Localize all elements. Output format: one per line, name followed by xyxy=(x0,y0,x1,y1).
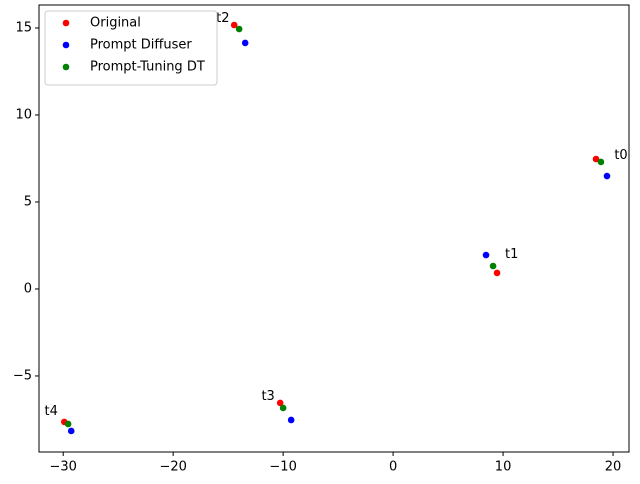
x-tick-label: −20 xyxy=(159,460,186,475)
x-tick-label: 0 xyxy=(389,460,397,475)
legend-marker xyxy=(62,41,70,49)
point xyxy=(489,262,497,270)
legend-label: Original xyxy=(90,16,141,31)
point xyxy=(241,39,249,47)
point xyxy=(276,399,284,407)
legend-marker xyxy=(62,19,70,27)
y-tick-label: 15 xyxy=(15,20,32,35)
point xyxy=(67,427,75,435)
point xyxy=(64,420,72,428)
point xyxy=(482,251,490,259)
y-tick-label: 10 xyxy=(15,107,32,122)
y-tick-label: −5 xyxy=(13,368,32,383)
x-tick-label: 10 xyxy=(495,460,512,475)
point xyxy=(279,404,287,412)
point xyxy=(287,416,295,424)
x-tick-label: 20 xyxy=(605,460,622,475)
point-label: t0 xyxy=(614,148,627,163)
legend-label: Prompt Diffuser xyxy=(90,38,192,53)
point xyxy=(592,155,600,163)
point-label: t3 xyxy=(261,389,274,404)
point xyxy=(493,269,501,277)
x-tick-label: −10 xyxy=(269,460,296,475)
x-tick-label: −30 xyxy=(49,460,76,475)
point xyxy=(230,21,238,29)
legend-marker xyxy=(62,63,70,71)
point-label: t4 xyxy=(45,404,58,419)
point xyxy=(235,25,243,33)
legend-box xyxy=(44,10,218,86)
legend-label: Prompt-Tuning DT xyxy=(90,60,205,75)
y-tick-label: 0 xyxy=(24,281,32,296)
point xyxy=(603,172,611,180)
point-label: t1 xyxy=(505,247,518,262)
point-label: t2 xyxy=(216,11,229,26)
plot-frame xyxy=(38,4,630,453)
y-tick-label: 5 xyxy=(24,194,32,209)
point xyxy=(597,158,605,166)
